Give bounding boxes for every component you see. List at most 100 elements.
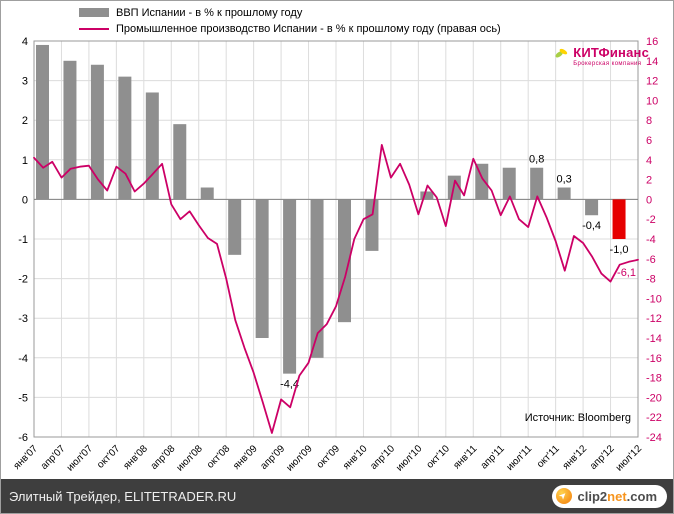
gdp-bar: [283, 199, 297, 374]
legend-label-ip: Промышленное производство Испании - в % …: [116, 22, 501, 35]
right-axis-tick-label: 2: [646, 175, 652, 187]
gdp-bar: [502, 167, 516, 200]
gdp-bar-value-label: -1,0: [610, 244, 629, 256]
kitfinance-logo: КИТФинанс Брокерская компания: [554, 46, 649, 67]
plot-border: [33, 40, 639, 438]
x-axis-tick-label: янв'08: [121, 443, 150, 472]
x-axis-tick-label: янв'07: [12, 443, 41, 472]
right-axis-tick-label: -18: [646, 373, 662, 385]
gdp-bar: [173, 124, 187, 200]
x-axis-tick-label: окт'10: [425, 443, 453, 471]
chart-panel: 4 3 2 1 0 -1 -2 -3 -4 -5 -6 16 14 12 10 8 6 4 2 0 -2 -4 -6 -8 -1…: [1, 1, 673, 481]
legend-item-ip: Промышленное производство Испании - в % …: [79, 22, 501, 35]
right-axis-tick-label: -22: [646, 412, 662, 424]
right-axis-tick-label: -12: [646, 313, 662, 325]
x-axis-tick-label: июл'12: [614, 443, 645, 474]
legend-item-gdp: ВВП Испании - в % к прошлому году: [79, 6, 501, 19]
right-axis-tick-label: -6: [646, 254, 656, 266]
left-axis-tick-label: -4: [18, 353, 28, 365]
left-axis-tick-label: -5: [18, 392, 28, 404]
source-note: Источник: Bloomberg: [524, 412, 631, 424]
x-axis-tick-label: июл'08: [175, 443, 206, 474]
right-axis-tick-label: -14: [646, 333, 662, 345]
gdp-bar-value-label: -4,4: [280, 379, 299, 391]
x-axis-tick-label: апр'12: [588, 443, 617, 472]
clip2net-watermark: ➤ clip2net.com: [551, 484, 667, 508]
ip-end-value-label: -6,1: [617, 267, 636, 279]
left-axis-tick-label: 3: [22, 76, 28, 88]
right-axis-tick-label: -16: [646, 353, 662, 365]
gdp-bar-value-label: 0,3: [556, 174, 571, 186]
legend-label-gdp: ВВП Испании - в % к прошлому году: [116, 6, 303, 19]
gdp-bar: [255, 199, 269, 338]
right-axis-tick-label: -20: [646, 392, 662, 404]
right-axis-tick-label: 6: [646, 135, 652, 147]
gdp-bar: [530, 167, 544, 200]
gdp-bar: [557, 187, 571, 200]
gdp-bar: [310, 199, 324, 358]
x-axis-tick-label: окт'08: [205, 443, 233, 471]
site-credit: Элитный Трейдер, ELITETRADER.RU: [9, 488, 237, 504]
gdp-bar-highlighted: [612, 199, 626, 239]
x-axis-tick-label: июл'09: [284, 443, 315, 474]
left-axis-tick-label: 1: [22, 155, 28, 167]
gdp-series-swatch: [79, 8, 109, 17]
right-axis-tick-label: 16: [646, 36, 658, 48]
x-axis-tick-label: окт'11: [535, 443, 562, 470]
chart-plot: 43210-1-2-3-4-5-61614121086420-2-4-6-8-1…: [12, 36, 662, 474]
ip-series-swatch: [79, 27, 109, 30]
gdp-bar-value-label: 0,8: [529, 154, 544, 166]
x-axis-tick-label: апр'10: [368, 443, 397, 472]
gdp-bar: [200, 187, 214, 200]
kitfinance-logo-subtitle: Брокерская компания: [573, 61, 642, 67]
gdp-bar-value-label: -0,4: [582, 220, 601, 232]
gdp-bar: [420, 191, 434, 200]
left-axis-tick-label: 2: [22, 115, 28, 127]
left-axis-tick-label: -6: [18, 432, 28, 444]
kitfinance-logo-text: КИТФинанс: [573, 45, 649, 60]
gdp-bar: [90, 64, 104, 200]
x-axis-tick-label: янв'12: [561, 443, 590, 472]
gdp-bar: [228, 199, 242, 255]
x-axis-tick-label: июл'10: [394, 443, 425, 474]
x-axis-tick-label: апр'09: [259, 443, 288, 472]
chart-legend: ВВП Испании - в % к прошлому году Промыш…: [79, 6, 501, 35]
right-axis-tick-label: 0: [646, 194, 652, 206]
right-axis-tick-label: -4: [646, 234, 656, 246]
gdp-bar: [118, 76, 132, 200]
gdp-bar: [145, 92, 159, 200]
gdp-bar: [365, 199, 379, 251]
gdp-bar: [36, 44, 49, 200]
gdp-bar: [63, 60, 77, 200]
right-axis-tick-label: -8: [646, 274, 656, 286]
x-axis-tick-label: янв'09: [231, 443, 260, 472]
right-axis-tick-label: -24: [646, 432, 662, 444]
footer-bar: Элитный Трейдер, ELITETRADER.RU ➤ clip2n…: [1, 479, 673, 513]
left-axis-tick-label: -3: [18, 313, 28, 325]
x-axis-tick-label: апр'07: [39, 443, 68, 472]
left-axis-tick-label: 0: [22, 194, 28, 206]
right-axis-tick-label: 4: [646, 155, 652, 167]
x-axis-tick-label: апр'08: [149, 443, 178, 472]
left-axis-tick-label: 4: [22, 36, 28, 48]
right-axis-tick-label: 12: [646, 76, 658, 88]
ip-line: [33, 143, 639, 434]
gdp-bar: [475, 163, 489, 200]
left-axis-tick-label: -2: [18, 274, 28, 286]
right-axis-tick-label: 14: [646, 56, 658, 68]
clip2net-arrow-glyph: ➤: [557, 490, 569, 502]
right-axis-tick-label: 10: [646, 95, 658, 107]
x-axis-tick-label: окт'07: [95, 443, 123, 471]
gdp-bar: [585, 199, 599, 216]
clip2net-label: clip2net.com: [577, 488, 657, 504]
kitfinance-logo-icon: [554, 46, 569, 66]
right-axis-tick-label: -10: [646, 293, 662, 305]
x-axis-tick-label: янв'10: [341, 443, 370, 472]
x-axis-tick-label: июл'07: [65, 443, 96, 474]
right-axis-tick-label: -2: [646, 214, 656, 226]
left-axis-tick-label: -1: [18, 234, 28, 246]
x-axis-tick-label: апр'11: [479, 443, 507, 471]
right-axis-tick-label: 8: [646, 115, 652, 127]
x-axis-tick-label: окт'09: [315, 443, 343, 471]
